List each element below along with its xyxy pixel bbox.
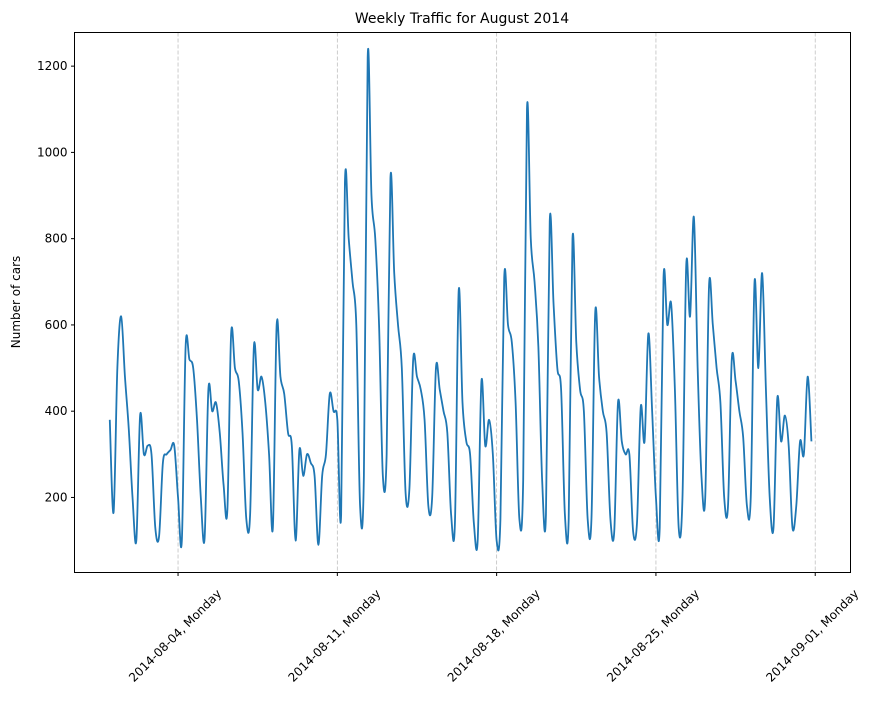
x-axis: 2014-08-04, Monday 2014-08-11, Monday 2014… [126,573,861,685]
y-tick-label: 1000 [37,145,68,159]
x-tick-label: 2014-09-01, Monday [763,587,861,685]
y-tick-label: 600 [45,318,68,332]
y-axis: 200 400 600 800 1000 1200 [37,59,75,504]
series-layer [110,49,812,551]
traffic-series-line [110,49,812,551]
x-tick-label: 2014-08-11, Monday [285,587,383,685]
plot-area-frame [75,33,851,573]
x-tick-label: 2014-08-18, Monday [445,587,543,685]
y-tick-label: 1200 [37,59,68,73]
y-tick-label: 200 [45,490,68,504]
y-tick-label: 400 [45,404,68,418]
chart-title: Weekly Traffic for August 2014 [355,11,569,27]
x-tick-label: 2014-08-25, Monday [604,587,702,685]
y-tick-label: 800 [45,232,68,246]
x-tick-label: 2014-08-04, Monday [126,587,224,685]
y-axis-label: Number of cars [9,256,23,349]
